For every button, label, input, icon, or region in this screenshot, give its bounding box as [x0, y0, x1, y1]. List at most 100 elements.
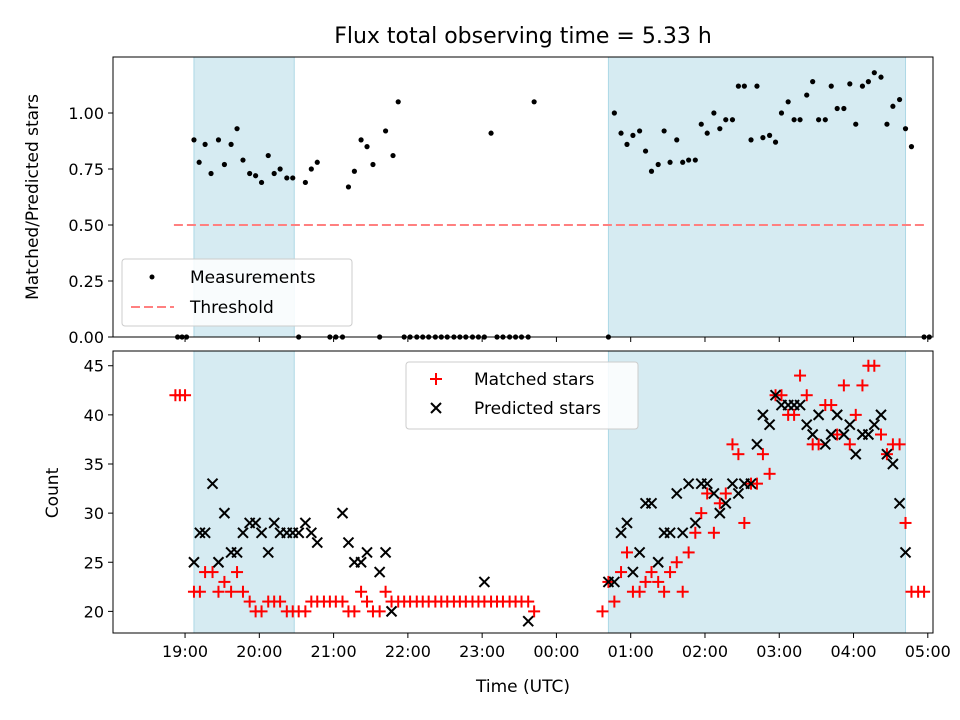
measurement-point	[674, 137, 680, 143]
predicted-star-point	[801, 418, 813, 431]
predicted-star-point	[373, 566, 386, 578]
top-y-axis-label: Matched/Predicted stars	[23, 94, 43, 300]
predicted-star-point	[212, 556, 225, 568]
matched-star-point	[800, 389, 813, 402]
matched-star-point	[794, 369, 807, 382]
bottom-xtick-label: 02:00	[682, 642, 728, 661]
predicted-star-point	[825, 428, 837, 441]
top-axes-frame	[112, 56, 934, 338]
measurement-point	[258, 179, 265, 186]
measurement-point	[314, 159, 320, 165]
measurement-point	[624, 141, 630, 147]
measurement-point	[655, 161, 661, 168]
predicted-star-point	[769, 389, 782, 401]
predicted-star-point	[819, 438, 832, 451]
bottom-xtick-label: 01:00	[608, 642, 654, 661]
predicted-star-point	[751, 438, 763, 451]
measurement-point	[778, 110, 785, 116]
predicted-star-point	[379, 546, 392, 559]
measurement-point	[290, 175, 296, 181]
measurement-point	[692, 157, 698, 163]
measurement-point	[816, 117, 822, 123]
measurement-point	[902, 126, 909, 132]
predicted-star-point	[342, 536, 355, 549]
measurement-point	[853, 121, 859, 127]
measurement-point	[810, 79, 816, 85]
measurement-point	[704, 130, 710, 136]
measurement-point	[760, 135, 766, 141]
measurement-point	[228, 141, 234, 147]
matched-star-point	[225, 585, 238, 598]
top-x-ticks	[184, 337, 929, 342]
matched-star-point	[893, 438, 906, 451]
predicted-star-point	[726, 477, 739, 490]
measurement-point	[302, 179, 308, 186]
matched-star-point	[179, 389, 192, 402]
matched-star-point	[299, 605, 312, 618]
top-ytick-label: 0.50	[68, 216, 104, 235]
bottom-ytick-label: 40	[84, 406, 104, 425]
measurement-point	[822, 117, 828, 123]
measurement-point	[865, 79, 871, 85]
measurement-point	[908, 144, 915, 150]
measurement-point	[351, 168, 357, 174]
measurement-point	[723, 117, 729, 123]
shaded-span-1	[607, 56, 907, 338]
measurement-point	[277, 166, 283, 172]
measurement-point	[247, 170, 253, 177]
matched-star-point	[843, 438, 856, 451]
predicted-star-point	[478, 576, 491, 588]
measurement-point	[208, 170, 214, 177]
matched-star-point	[713, 497, 726, 510]
predicted-star-point	[862, 428, 875, 441]
predicted-star-point	[868, 418, 881, 431]
predicted-star-point	[844, 418, 856, 431]
bottom-xtick-label: 04:00	[830, 642, 876, 661]
measurement-point	[847, 81, 853, 87]
matched-star-point	[682, 546, 695, 559]
measurement-point	[884, 121, 890, 127]
measurement-point	[308, 166, 314, 172]
measurement-point	[240, 157, 246, 163]
matched-star-point	[620, 546, 633, 559]
predicted-star-point	[627, 566, 639, 578]
bottom-ytick-label: 30	[84, 504, 104, 523]
matched-star-point	[695, 507, 708, 520]
bottom-legend-box	[405, 361, 639, 430]
predicted-star-point	[249, 517, 262, 529]
matched-star-point	[689, 526, 702, 539]
predicted-star-point	[621, 517, 633, 529]
matched-star-point	[875, 428, 888, 441]
measurement-point	[890, 103, 896, 109]
predicted-star-point	[682, 477, 695, 490]
predicted-stars-points	[188, 389, 912, 627]
measurement-point	[698, 121, 704, 127]
predicted-star-point	[720, 497, 732, 510]
measurement-point	[772, 139, 779, 145]
measurement-point	[390, 152, 396, 159]
matched-star-point	[750, 477, 763, 490]
predicted-star-point	[268, 517, 280, 529]
legend-matched-label: Matched stars	[474, 370, 594, 390]
matched-star-point	[775, 389, 788, 402]
matched-star-point	[361, 595, 374, 608]
measurement-point	[748, 137, 754, 143]
top-ytick-label: 0.75	[68, 160, 104, 179]
top-panel: Flux total observing time = 5.33 h 0.000…	[23, 24, 934, 347]
predicted-star-point	[875, 409, 887, 421]
bottom-ytick-label: 25	[84, 553, 104, 572]
matched-star-point	[528, 605, 541, 618]
matched-star-point	[596, 605, 609, 618]
matched-star-point	[652, 575, 665, 588]
predicted-star-point	[336, 507, 349, 519]
predicted-star-point	[887, 458, 899, 470]
matched-star-point	[206, 566, 219, 579]
matched-star-point	[522, 595, 535, 608]
bottom-axes-frame	[112, 350, 934, 634]
predicted-star-point	[893, 497, 906, 510]
top-ytick-label: 0.25	[68, 272, 104, 291]
matched-star-point	[615, 566, 628, 579]
predicted-star-point	[701, 477, 713, 490]
predicted-star-point	[664, 527, 676, 539]
matched-star-point	[274, 595, 287, 608]
